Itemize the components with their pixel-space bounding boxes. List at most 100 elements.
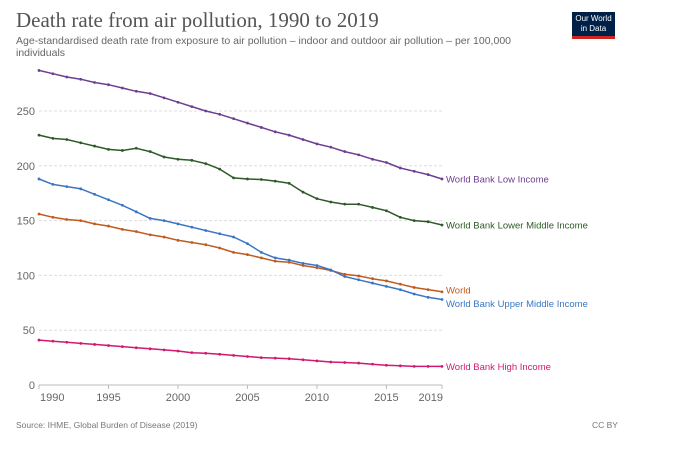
data-point-world-bank-low-income-1990 xyxy=(37,69,41,72)
data-point-world-bank-lower-middle-income-2001 xyxy=(190,158,194,162)
data-point-world-bank-high-income-2018 xyxy=(426,364,430,368)
data-point-world-2016 xyxy=(398,282,402,286)
data-point-world-bank-lower-middle-income-2011 xyxy=(329,200,333,204)
data-point-world-bank-high-income-1995 xyxy=(107,344,110,347)
data-point-world-bank-upper-middle-income-2000 xyxy=(176,222,180,226)
data-point-world-bank-low-income-1998 xyxy=(148,92,152,95)
data-point-world-bank-upper-middle-income-2015 xyxy=(385,284,388,288)
series-line-world xyxy=(38,213,443,293)
data-point-world-bank-lower-middle-income-2010 xyxy=(315,197,319,201)
series-line-world-bank-high-income xyxy=(38,339,442,368)
y-tick-label-150: 150 xyxy=(17,216,35,228)
data-point-world-bank-high-income-2009 xyxy=(301,358,305,362)
series-label-world-bank-low-income: World Bank Low Income xyxy=(446,174,549,185)
data-point-world-bank-low-income-2018 xyxy=(426,173,430,176)
series-world-bank-lower-middle-income xyxy=(37,133,444,227)
data-point-world-bank-upper-middle-income-2004 xyxy=(232,235,235,239)
data-point-world-1997 xyxy=(134,230,138,233)
gridlines xyxy=(39,110,442,331)
data-point-world-bank-upper-middle-income-1996 xyxy=(120,203,124,207)
data-point-world-2000 xyxy=(176,238,180,242)
data-point-world-bank-upper-middle-income-2019 xyxy=(440,298,444,301)
data-point-world-bank-high-income-1996 xyxy=(120,345,124,349)
data-point-world-bank-lower-middle-income-1995 xyxy=(107,147,110,151)
data-point-world-bank-lower-middle-income-2014 xyxy=(371,206,374,209)
chart-subtitle: Age-standardised death rate from exposur… xyxy=(16,35,511,59)
data-point-world-bank-low-income-2002 xyxy=(204,109,208,113)
data-point-world-bank-high-income-2007 xyxy=(273,356,277,360)
our-world-in-data-logo[interactable]: Our World in Data xyxy=(572,12,615,39)
data-point-world-bank-lower-middle-income-1994 xyxy=(93,144,96,148)
data-point-world-1993 xyxy=(79,219,83,223)
data-point-world-bank-lower-middle-income-2015 xyxy=(385,209,388,213)
data-point-world-2017 xyxy=(412,286,416,289)
data-point-world-bank-upper-middle-income-2012 xyxy=(343,275,347,278)
data-point-world-bank-upper-middle-income-2017 xyxy=(412,292,416,296)
series-lines xyxy=(37,69,444,368)
data-point-world-bank-low-income-2000 xyxy=(176,100,180,104)
data-point-world-bank-upper-middle-income-2005 xyxy=(246,242,249,246)
data-point-world-bank-high-income-2012 xyxy=(343,361,347,364)
data-point-world-bank-upper-middle-income-2002 xyxy=(204,229,208,232)
data-point-world-bank-high-income-1991 xyxy=(51,339,55,343)
data-point-world-2007 xyxy=(273,259,277,263)
data-point-world-bank-lower-middle-income-1999 xyxy=(162,155,166,159)
x-tick-label-2010: 2010 xyxy=(305,392,329,404)
data-point-world-2002 xyxy=(204,243,208,247)
data-point-world-bank-low-income-1996 xyxy=(120,86,124,90)
data-point-world-bank-lower-middle-income-1993 xyxy=(79,141,83,145)
data-point-world-bank-upper-middle-income-2006 xyxy=(259,250,263,254)
data-point-world-bank-upper-middle-income-2008 xyxy=(287,258,291,262)
series-label-world-bank-lower-middle-income: World Bank Lower Middle Income xyxy=(446,220,588,231)
data-point-world-bank-lower-middle-income-2004 xyxy=(232,176,235,180)
data-point-world-bank-low-income-2019 xyxy=(440,177,444,181)
data-point-world-2005 xyxy=(246,253,249,256)
y-tick-label-250: 250 xyxy=(17,106,35,118)
data-point-world-bank-low-income-2007 xyxy=(273,130,277,134)
data-point-world-bank-lower-middle-income-2019 xyxy=(440,223,444,227)
data-point-world-bank-upper-middle-income-2014 xyxy=(371,281,374,285)
license-label[interactable]: CC BY xyxy=(592,420,618,430)
data-point-world-bank-high-income-2014 xyxy=(371,362,374,366)
data-point-world-bank-lower-middle-income-2003 xyxy=(218,167,222,171)
line-chart: 0 50 100 150 200 250 1990 1995 2000 2005 2010 2015… xyxy=(17,69,588,404)
data-point-world-bank-lower-middle-income-1998 xyxy=(148,150,152,153)
data-point-world-bank-upper-middle-income-2003 xyxy=(218,232,222,236)
data-point-world-bank-lower-middle-income-1997 xyxy=(134,146,138,150)
data-point-world-bank-low-income-1999 xyxy=(162,96,166,100)
series-world-bank-upper-middle-income xyxy=(37,177,444,301)
logo-line-1: Our World xyxy=(575,14,612,23)
data-point-world-bank-lower-middle-income-1990 xyxy=(37,133,41,137)
x-tick-label-2000: 2000 xyxy=(166,392,190,404)
data-point-world-bank-upper-middle-income-1992 xyxy=(65,185,69,189)
data-point-world-bank-high-income-2016 xyxy=(398,364,402,368)
data-point-world-bank-lower-middle-income-2005 xyxy=(246,177,249,181)
data-point-world-bank-lower-middle-income-2008 xyxy=(287,181,291,185)
data-point-world-bank-upper-middle-income-1990 xyxy=(37,177,41,181)
data-point-world-bank-low-income-2005 xyxy=(246,121,249,125)
series-label-world-bank-high-income: World Bank High Income xyxy=(446,362,551,373)
source-note[interactable]: Source: IHME, Global Burden of Disease (… xyxy=(16,420,198,430)
data-point-world-bank-upper-middle-income-2001 xyxy=(190,225,194,229)
data-point-world-2012 xyxy=(343,272,347,276)
data-point-world-bank-high-income-2015 xyxy=(385,363,388,367)
y-axis-ticks: 0 50 100 150 200 250 xyxy=(17,106,35,392)
data-point-world-bank-lower-middle-income-2006 xyxy=(259,178,263,181)
series-world-bank-low-income xyxy=(37,69,444,181)
data-point-world-bank-low-income-1995 xyxy=(107,83,110,87)
data-point-world-bank-low-income-2014 xyxy=(371,157,374,161)
data-point-world-bank-high-income-2002 xyxy=(204,351,208,355)
y-tick-label-200: 200 xyxy=(17,161,35,173)
data-point-world-bank-upper-middle-income-2016 xyxy=(398,288,402,292)
data-point-world-bank-high-income-2019 xyxy=(440,364,444,368)
y-tick-label-100: 100 xyxy=(17,270,35,282)
data-point-world-bank-upper-middle-income-2007 xyxy=(273,256,277,260)
data-point-world-bank-high-income-2006 xyxy=(259,356,263,359)
data-point-world-bank-low-income-2012 xyxy=(343,150,347,153)
x-axis: 1990 1995 2000 2005 2010 2015 2019 xyxy=(38,384,443,404)
data-point-world-bank-upper-middle-income-2018 xyxy=(426,295,430,299)
data-point-world-bank-upper-middle-income-1993 xyxy=(79,187,83,191)
series-label-world: World xyxy=(446,285,471,296)
data-point-world-bank-high-income-2001 xyxy=(190,351,194,355)
data-point-world-bank-high-income-1999 xyxy=(162,348,166,352)
